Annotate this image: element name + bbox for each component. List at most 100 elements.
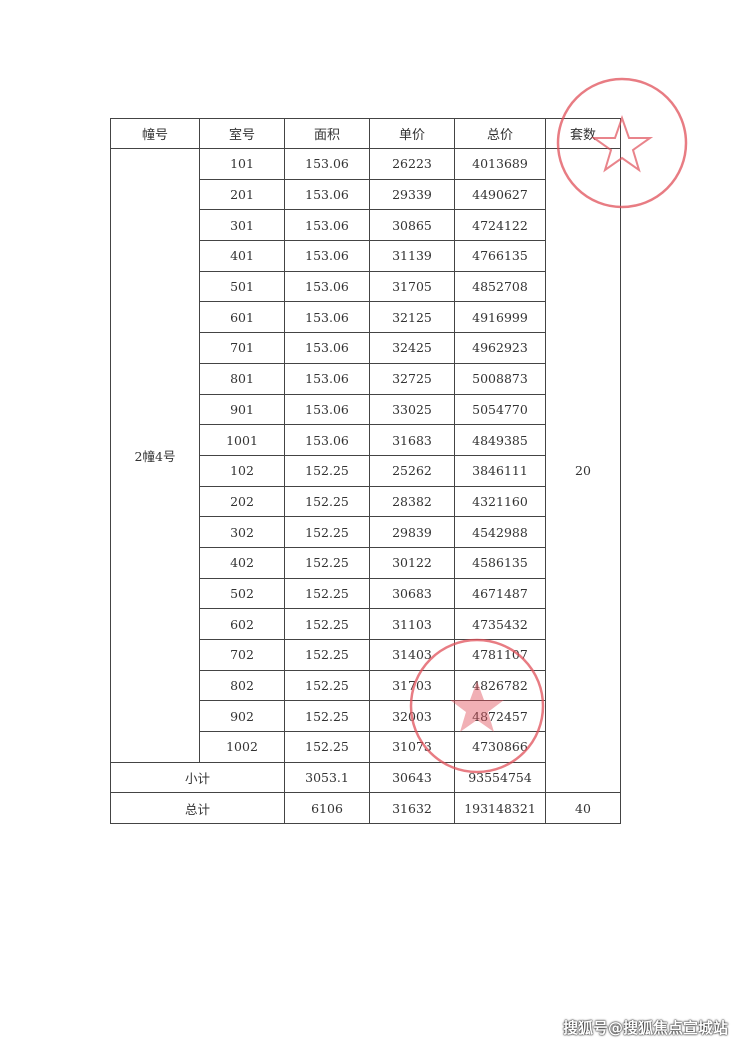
unit-price-cell: 31683 xyxy=(369,424,455,456)
table-row: 602 152.25 31103 4735432 xyxy=(111,608,621,640)
total-price-cell: 5008873 xyxy=(454,362,546,395)
area-cell: 152.25 xyxy=(284,669,370,702)
area-cell: 152.25 xyxy=(284,485,370,518)
area-cell: 153.06 xyxy=(284,240,370,272)
unit-price-cell: 28382 xyxy=(369,485,455,518)
room-cell: 602 xyxy=(199,608,285,640)
total-price-cell: 4852708 xyxy=(454,270,546,303)
header-unit-price: 单价 xyxy=(369,118,455,149)
table-row: 102 152.25 25262 3846111 xyxy=(111,454,621,487)
total-price-cell: 4542988 xyxy=(454,516,546,548)
room-cell: 201 xyxy=(199,178,285,211)
building-cell: 2幢4号 xyxy=(110,148,200,763)
area-cell: 153.06 xyxy=(284,424,370,456)
unit-price-cell: 31139 xyxy=(369,240,455,272)
area-cell: 153.06 xyxy=(284,270,370,303)
unit-price-cell: 29339 xyxy=(369,178,455,211)
unit-price-cell: 31103 xyxy=(369,608,455,640)
total-price-cell: 4586135 xyxy=(454,546,546,579)
table-row: 501 153.06 31705 4852708 xyxy=(111,270,621,303)
unit-price-cell: 33025 xyxy=(369,393,455,426)
total-price-cell: 4962923 xyxy=(454,332,546,364)
total-price-cell: 3846111 xyxy=(454,454,546,487)
header-area: 面积 xyxy=(284,118,370,149)
unit-price-cell: 29839 xyxy=(369,516,455,548)
room-cell: 501 xyxy=(199,270,285,303)
room-cell: 701 xyxy=(199,332,285,364)
area-cell: 152.25 xyxy=(284,577,370,610)
total-price-cell: 4730866 xyxy=(454,731,546,763)
table-row: 201 153.06 29339 4490627 xyxy=(111,178,621,211)
area-cell: 152.25 xyxy=(284,700,370,733)
total-price-cell: 4872457 xyxy=(454,700,546,733)
total-price-cell: 4724122 xyxy=(454,209,546,242)
area-cell: 153.06 xyxy=(284,301,370,334)
total-price-cell: 4671487 xyxy=(454,577,546,610)
header-total-price: 总价 xyxy=(454,118,546,149)
total-price-cell: 4781107 xyxy=(454,639,546,671)
room-cell: 902 xyxy=(199,700,285,733)
table-row: 901 153.06 33025 5054770 xyxy=(111,393,621,426)
area-cell: 153.06 xyxy=(284,209,370,242)
total-price-cell: 4766135 xyxy=(454,240,546,272)
area-cell: 152.25 xyxy=(284,516,370,548)
grand-total-unit-price: 31632 xyxy=(369,792,455,825)
total-price-cell: 4916999 xyxy=(454,301,546,334)
room-cell: 402 xyxy=(199,546,285,579)
unit-price-cell: 31705 xyxy=(369,270,455,303)
room-cell: 802 xyxy=(199,669,285,702)
subtotal-total: 93554754 xyxy=(454,761,546,794)
total-price-cell: 4826782 xyxy=(454,669,546,702)
area-cell: 153.06 xyxy=(284,148,370,180)
unit-price-cell: 26223 xyxy=(369,148,455,180)
subtotal-unit-price: 30643 xyxy=(369,761,455,794)
table-row: 601 153.06 32125 4916999 xyxy=(111,301,621,334)
room-cell: 502 xyxy=(199,577,285,610)
header-building: 幢号 xyxy=(110,118,200,149)
table-row: 2幢4号 101 153.06 26223 4013689 20 xyxy=(110,147,621,794)
unit-price-cell: 30865 xyxy=(369,209,455,242)
watermark: 搜狐号@搜狐焦点宣城站 xyxy=(562,1019,728,1037)
room-cell: 401 xyxy=(199,240,285,272)
count-cell: 20 xyxy=(545,147,621,794)
unit-price-cell: 32125 xyxy=(369,301,455,334)
unit-price-cell: 31403 xyxy=(369,639,455,671)
grand-total-label: 总计 xyxy=(110,792,285,825)
total-price-cell: 4321160 xyxy=(454,485,546,518)
unit-price-cell: 30122 xyxy=(369,546,455,579)
area-cell: 153.06 xyxy=(284,393,370,426)
table-row: 302 152.25 29839 4542988 xyxy=(111,516,621,548)
subtotal-label: 小计 xyxy=(110,761,285,794)
total-price-cell: 4735432 xyxy=(454,608,546,640)
total-price-cell: 4490627 xyxy=(454,178,546,211)
table-row: 502 152.25 30683 4671487 xyxy=(111,577,621,610)
grand-total-row: 总计 6106 31632 193148321 40 xyxy=(110,792,621,825)
subtotal-area: 3053.1 xyxy=(284,761,370,794)
room-cell: 601 xyxy=(199,301,285,334)
header-room: 室号 xyxy=(199,118,285,149)
room-cell: 102 xyxy=(199,454,285,487)
room-cell: 101 xyxy=(199,148,285,180)
area-cell: 153.06 xyxy=(284,178,370,211)
subtotal-row: 小计 3053.1 30643 93554754 xyxy=(110,761,621,794)
unit-price-cell: 32425 xyxy=(369,332,455,364)
header-row: 幢号 室号 面积 单价 总价 套数 xyxy=(110,118,621,149)
table-row: 701 153.06 32425 4962923 xyxy=(111,332,621,364)
table-row: 301 153.06 30865 4724122 xyxy=(111,209,621,242)
unit-price-cell: 30683 xyxy=(369,577,455,610)
table-row: 401 153.06 31139 4766135 xyxy=(111,240,621,272)
room-cell: 301 xyxy=(199,209,285,242)
room-cell: 702 xyxy=(199,639,285,671)
area-cell: 152.25 xyxy=(284,454,370,487)
room-cell: 801 xyxy=(199,362,285,395)
unit-price-cell: 32003 xyxy=(369,700,455,733)
grand-total-area: 6106 xyxy=(284,792,370,825)
area-cell: 152.25 xyxy=(284,546,370,579)
unit-price-cell: 31073 xyxy=(369,731,455,763)
total-price-cell: 4849385 xyxy=(454,424,546,456)
unit-price-cell: 32725 xyxy=(369,362,455,395)
area-cell: 152.25 xyxy=(284,608,370,640)
unit-price-cell: 31703 xyxy=(369,669,455,702)
area-cell: 153.06 xyxy=(284,332,370,364)
total-price-cell: 4013689 xyxy=(454,148,546,180)
